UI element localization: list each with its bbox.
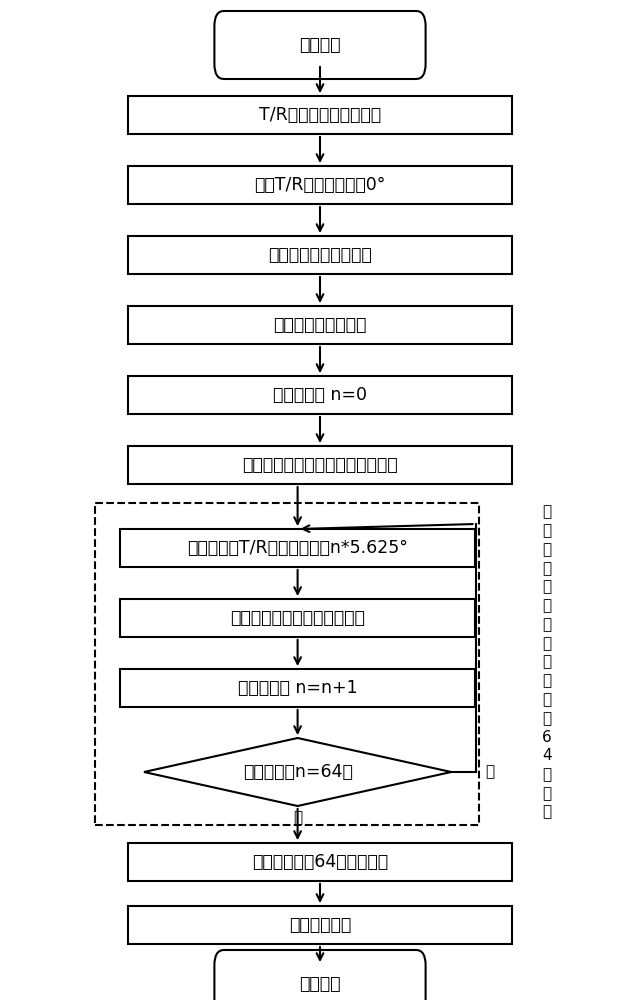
Text: 矢: 矢 <box>543 580 552 594</box>
Text: 完: 完 <box>543 692 552 707</box>
Text: 测: 测 <box>543 786 552 801</box>
Bar <box>128 446 512 484</box>
Text: 成: 成 <box>543 711 552 726</box>
Text: 程控矢网频点归一化: 程控矢网频点归一化 <box>273 316 367 334</box>
Text: T/R组件及仪器基础配置: T/R组件及仪器基础配置 <box>259 106 381 124</box>
Text: 6: 6 <box>542 730 552 744</box>
Bar <box>128 843 512 881</box>
Text: 合: 合 <box>543 673 552 688</box>
Text: 控: 控 <box>543 504 552 520</box>
Text: 与: 与 <box>543 561 552 576</box>
Text: 相位循环量 n=0: 相位循环量 n=0 <box>273 386 367 404</box>
Text: 网: 网 <box>543 598 552 613</box>
FancyBboxPatch shape <box>214 950 426 1000</box>
Bar <box>128 166 512 204</box>
Bar <box>95 503 479 825</box>
Text: 自: 自 <box>543 617 552 632</box>
Text: 主: 主 <box>543 636 552 651</box>
Text: 4: 4 <box>542 748 552 763</box>
FancyBboxPatch shape <box>214 11 426 79</box>
Bar <box>128 906 512 944</box>
Text: 程控矢网获取64态移相量值: 程控矢网获取64态移相量值 <box>252 853 388 871</box>
Text: 态: 态 <box>543 767 552 782</box>
Text: 制: 制 <box>543 523 552 538</box>
Text: 配: 配 <box>543 655 552 670</box>
Text: 开始测试: 开始测试 <box>300 36 340 54</box>
Bar <box>128 236 512 274</box>
Text: 释放仪器资源: 释放仪器资源 <box>289 916 351 934</box>
Bar <box>120 599 476 637</box>
Text: 结束测试: 结束测试 <box>300 975 340 993</box>
Text: 相位循环量 n=n+1: 相位循环量 n=n+1 <box>238 679 357 697</box>
Text: 器: 器 <box>543 542 552 557</box>
Bar <box>128 96 512 134</box>
Text: 控制器自控T/R组件移相量为n*5.625°: 控制器自控T/R组件移相量为n*5.625° <box>187 539 408 557</box>
Text: 相位循环量n=64？: 相位循环量n=64？ <box>243 763 353 781</box>
Text: 试: 试 <box>543 804 552 820</box>
Bar <box>128 376 512 414</box>
Bar <box>120 669 476 707</box>
Bar <box>120 529 476 567</box>
Text: 程控状态控制器开始移相精度测试: 程控状态控制器开始移相精度测试 <box>242 456 398 474</box>
Text: 程控T/R组件移相量为0°: 程控T/R组件移相量为0° <box>254 176 386 194</box>
Bar <box>128 306 512 344</box>
Text: 程控矢网完成频点扫描: 程控矢网完成频点扫描 <box>268 246 372 264</box>
Text: 控制器触发矢网完成频点扫描: 控制器触发矢网完成频点扫描 <box>230 609 365 627</box>
Text: 是: 是 <box>293 810 302 826</box>
Text: 否: 否 <box>485 764 494 780</box>
Polygon shape <box>144 738 451 806</box>
